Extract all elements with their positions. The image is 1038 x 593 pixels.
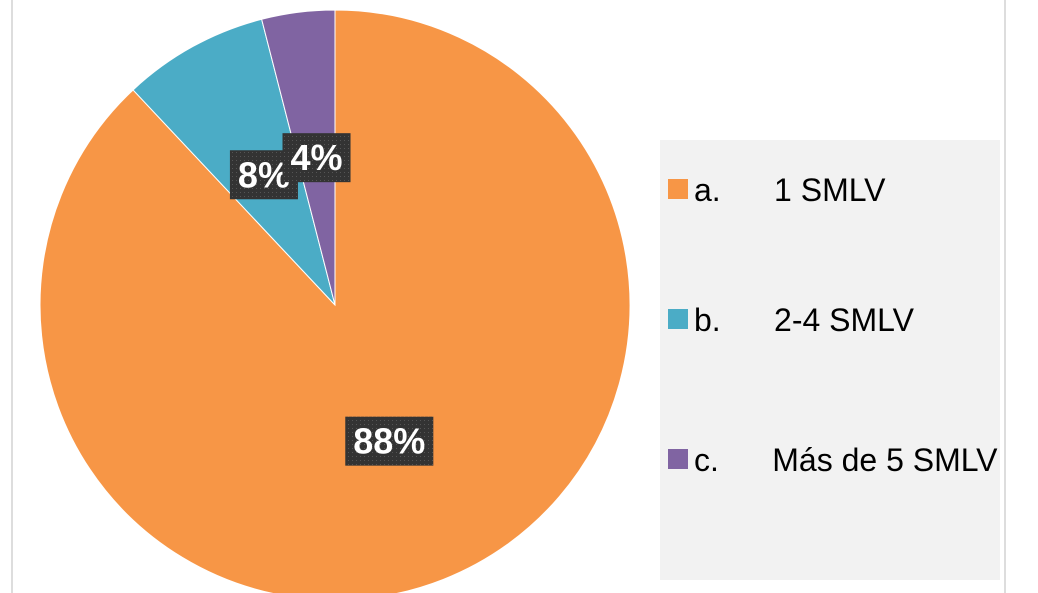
legend-label: b. 2-4 SMLV — [694, 302, 914, 338]
legend-item: a. 1 SMLV — [668, 170, 998, 210]
data-label-box — [345, 416, 434, 466]
data-labels: 88% 8% 4% — [229, 133, 434, 466]
legend-item: b. 2-4 SMLV — [668, 300, 998, 340]
data-label: 4% — [282, 133, 351, 183]
legend-swatch — [668, 449, 688, 469]
pie-slice — [39, 9, 631, 593]
legend-label: c. Más de 5 SMLV — [694, 442, 998, 478]
legend-swatch — [668, 179, 688, 199]
data-label: 88% — [345, 416, 434, 466]
data-label-text: 88% — [353, 421, 425, 462]
data-label-text: 4% — [290, 137, 342, 178]
legend-swatch — [668, 309, 688, 329]
pie — [39, 9, 631, 593]
legend-label: a. 1 SMLV — [694, 172, 886, 208]
legend-item: c. Más de 5 SMLV — [668, 440, 998, 480]
data-label-text: 8% — [238, 154, 290, 195]
data-label-box — [282, 133, 351, 183]
legend: a. 1 SMLV b. 2-4 SMLV c. Más de 5 SMLV — [660, 140, 1000, 580]
